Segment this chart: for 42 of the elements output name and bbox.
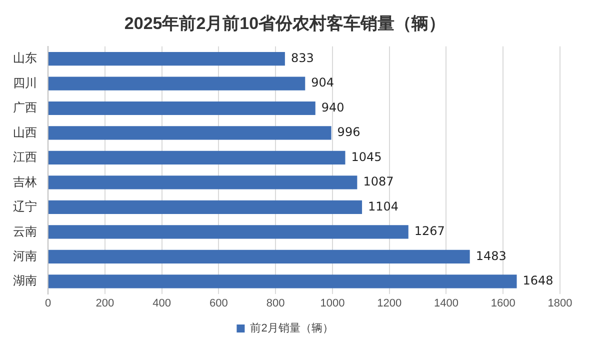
data-label: 1104 xyxy=(368,199,399,214)
x-tick-label: 800 xyxy=(266,297,285,310)
x-tick-label: 1800 xyxy=(548,297,572,310)
x-tick-label: 0 xyxy=(44,297,52,310)
chart-title: 2025年前2月前10省份农村客车销量（辆） xyxy=(124,14,446,33)
bar xyxy=(48,176,358,190)
y-tick-label: 四川 xyxy=(13,76,37,90)
y-tick-label: 山西 xyxy=(13,125,37,140)
data-label: 1267 xyxy=(414,224,445,238)
y-tick-label: 吉林 xyxy=(13,174,37,189)
data-label: 996 xyxy=(337,125,360,140)
x-tick-label: 400 xyxy=(152,297,171,310)
x-tick-label: 1600 xyxy=(490,297,516,310)
bar xyxy=(48,250,470,264)
bar xyxy=(48,76,306,90)
x-tick-label: 200 xyxy=(96,297,114,310)
data-label: 833 xyxy=(290,50,314,65)
data-label: 904 xyxy=(311,76,334,90)
y-tick-label: 河南 xyxy=(13,249,37,264)
legend-label: 前2月销量（辆） xyxy=(250,322,334,335)
y-tick-label: 辽宁 xyxy=(13,200,37,214)
y-tick-label: 云南 xyxy=(13,224,37,238)
y-tick-label: 湖南 xyxy=(13,274,37,288)
bar xyxy=(48,101,316,116)
data-label: 940 xyxy=(321,100,344,114)
y-tick-label: 广西 xyxy=(13,100,37,115)
data-label: 1648 xyxy=(522,274,554,288)
bar xyxy=(48,274,517,288)
bar xyxy=(48,126,332,140)
bar xyxy=(48,150,346,165)
x-tick-label: 1000 xyxy=(320,297,345,310)
bar xyxy=(48,52,285,66)
x-tick-label: 1200 xyxy=(377,297,402,310)
y-tick-label: 山东 xyxy=(13,51,37,66)
data-label: 1483 xyxy=(476,248,506,263)
y-tick-label: 江西 xyxy=(13,150,37,164)
data-label: 1045 xyxy=(351,150,382,164)
data-label: 1087 xyxy=(363,174,394,189)
bar xyxy=(48,200,362,214)
x-tick-label: 1400 xyxy=(434,297,458,310)
bar xyxy=(48,225,408,239)
x-tick-label: 600 xyxy=(209,297,228,310)
